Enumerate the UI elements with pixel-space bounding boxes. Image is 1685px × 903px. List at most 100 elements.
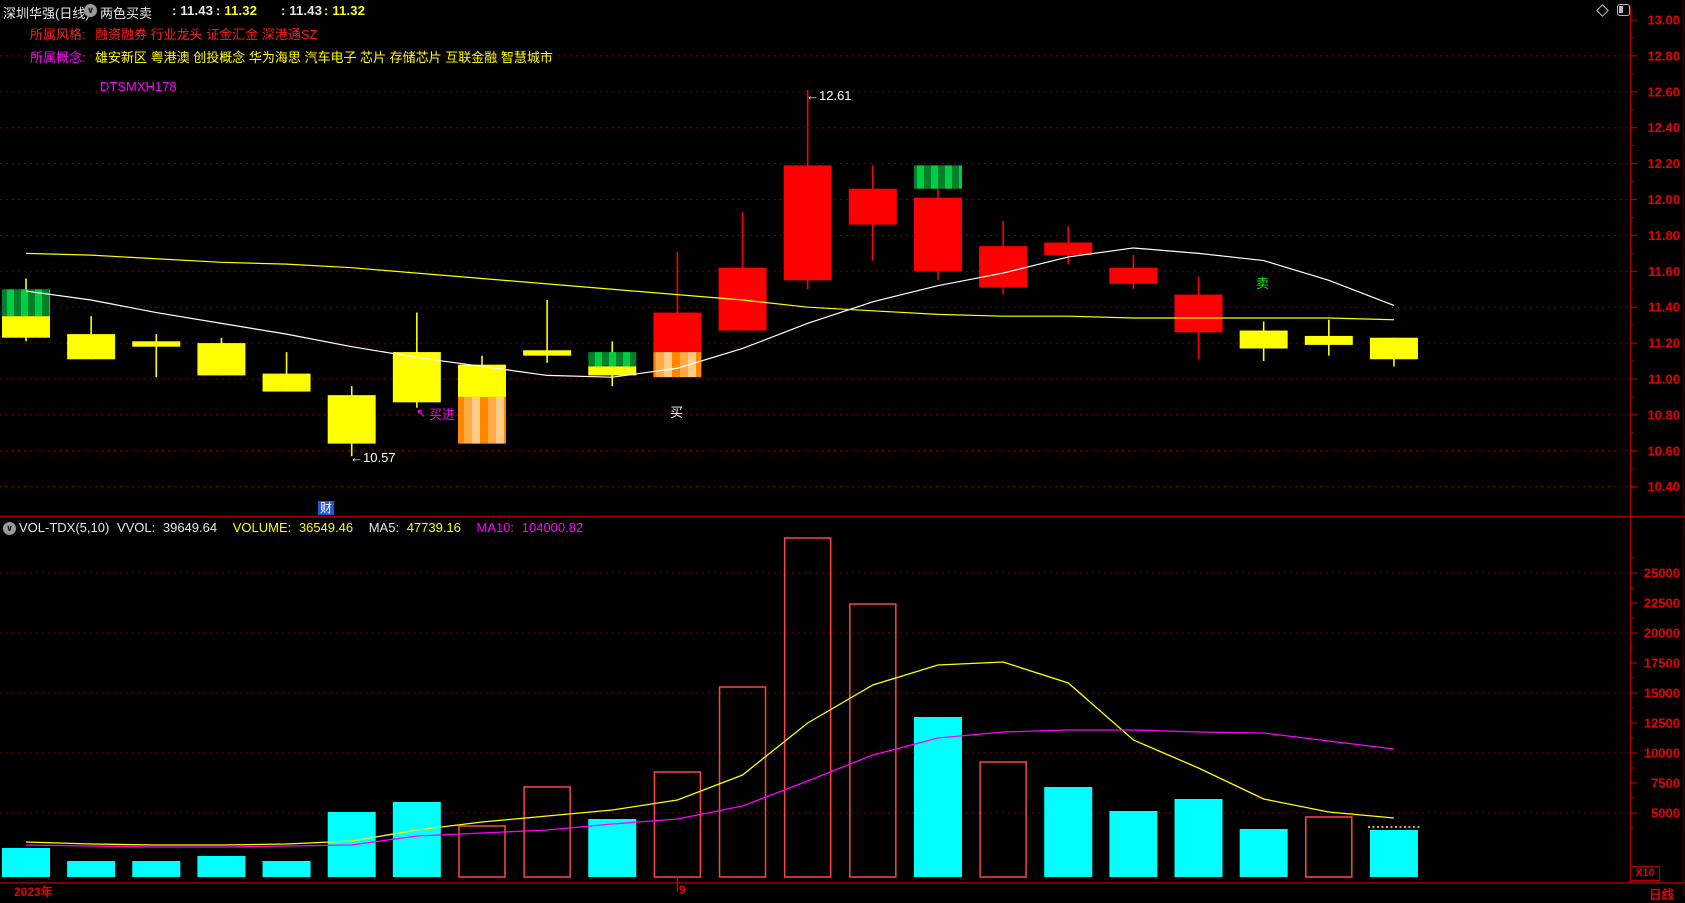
volume-bar-filled[interactable] <box>67 861 116 877</box>
volume-axis-label: 7500 <box>1651 776 1680 791</box>
price-axis-label: 12.00 <box>1647 192 1680 207</box>
price-axis-label: 10.60 <box>1647 443 1680 458</box>
volume-bar-filled[interactable] <box>1174 798 1223 877</box>
concept-category-label: 所属概念: <box>30 50 86 65</box>
window-pane-icon-fill <box>1619 6 1623 13</box>
volume-bar-filled[interactable] <box>392 801 441 877</box>
volume-multiplier-badge: X10 <box>1630 866 1660 881</box>
candle-body[interactable] <box>588 366 637 376</box>
candle-body[interactable] <box>1109 267 1158 284</box>
candle-body[interactable] <box>848 188 897 225</box>
price-axis-label: 13.00 <box>1647 13 1680 28</box>
candle-body[interactable] <box>1239 330 1288 349</box>
vol-ma10-magenta <box>25 729 1395 848</box>
candle-body[interactable] <box>392 352 441 403</box>
price-axis-label: 11.40 <box>1648 300 1680 315</box>
candle-body[interactable] <box>1369 337 1418 360</box>
volume-indicator-name[interactable]: VOL-TDX(5,10) <box>19 520 110 535</box>
candle-body[interactable] <box>653 352 702 378</box>
chevron-down-circle-icon-volume[interactable]: ∨ <box>3 522 16 535</box>
volume-indicator-header: VOL-TDX(5,10) VVOL: 39649.64 VOLUME: 365… <box>19 520 587 535</box>
window-pane-icon[interactable] <box>1617 4 1630 16</box>
price-axis-label: 11.60 <box>1648 264 1680 279</box>
style-category-items[interactable]: 融资融券 行业龙头 证金汇金 深港通SZ <box>95 27 318 42</box>
x-axis-month-label: 9 <box>679 883 686 897</box>
volume-bar-filled[interactable] <box>197 855 246 877</box>
volume-bar-filled[interactable] <box>1044 786 1093 877</box>
vvol-label: VVOL: <box>116 520 156 535</box>
candle-body[interactable] <box>523 350 572 356</box>
vol-ma5-yellow <box>25 661 1394 846</box>
candle-body[interactable] <box>653 312 702 353</box>
volume-axis-label: 15000 <box>1644 686 1680 701</box>
low-price-label: ←10.57 <box>350 450 396 465</box>
candle-body[interactable] <box>588 352 637 367</box>
period-selector[interactable]: 日线 <box>1649 888 1675 902</box>
volume-axis-label: 17500 <box>1644 656 1680 671</box>
candle-body[interactable] <box>783 165 832 281</box>
price-axis-label: 12.80 <box>1647 48 1680 63</box>
candle-body[interactable] <box>262 373 311 392</box>
candle-body[interactable] <box>457 396 506 444</box>
volume-pane[interactable]: 25000 22500 20000 17500 15000 12500 10000 7500 5… <box>0 537 1680 891</box>
candle-body[interactable] <box>327 395 376 444</box>
volume-bar-filled[interactable] <box>2 848 50 877</box>
volume-bar-hollow[interactable] <box>1305 816 1353 878</box>
volume-bar-hollow[interactable] <box>783 537 832 878</box>
buy-arrow: ↖ <box>416 406 426 420</box>
price-axis-label: 11.20 <box>1648 336 1680 351</box>
ma5-value: 47739.16 <box>406 520 461 535</box>
main-candlestick-pane[interactable]: 13.00 12.80 12.60 12.40 12.20 12.00 11.80 11.60… <box>0 13 1680 495</box>
ma5-label: MA5: <box>368 520 400 535</box>
candle-body[interactable] <box>913 197 962 272</box>
volume-value: 36549.46 <box>298 520 354 535</box>
price-axis-label: 10.80 <box>1647 407 1680 422</box>
chevron-down-circle-icon[interactable]: ∨ <box>84 4 97 17</box>
candle-body[interactable] <box>132 341 181 347</box>
quote-value-3: : 11.43 <box>281 3 323 18</box>
candle-body[interactable] <box>2 316 50 338</box>
candle-body[interactable] <box>913 165 962 189</box>
candle-body[interactable] <box>979 246 1028 288</box>
volume-bar-filled[interactable] <box>588 819 637 877</box>
candle-body[interactable] <box>1174 294 1223 333</box>
style-category-label: 所属风格: <box>30 27 86 42</box>
volume-bar-hollow[interactable] <box>718 686 767 878</box>
volume-bar-filled[interactable] <box>1109 810 1158 877</box>
candle-body[interactable] <box>197 343 246 376</box>
volume-bar-hollow[interactable] <box>458 825 506 878</box>
volume-bar-hollow[interactable] <box>523 786 571 878</box>
vvol-value: 39649.64 <box>162 520 218 535</box>
volume-bar-filled[interactable] <box>1239 828 1288 877</box>
candle-body[interactable] <box>1304 335 1353 345</box>
price-axis-label: 11.80 <box>1648 228 1680 243</box>
candle-body[interactable] <box>1044 242 1093 256</box>
candle-body[interactable] <box>67 334 116 360</box>
volume-axis-label: 25000 <box>1644 566 1680 581</box>
volume-bar-filled[interactable] <box>132 861 181 877</box>
volume-axis-label: 5000 <box>1651 806 1680 821</box>
finance-news-badge[interactable]: 财 <box>318 501 335 515</box>
concept-category-items[interactable]: 雄安新区 粤港澳 创投概念 华为海思 汽车电子 芯片 存储芯片 互联金融 智慧城… <box>95 50 553 65</box>
price-axis-label: 12.20 <box>1647 156 1680 171</box>
quote-value-1: : 11.43 <box>172 3 214 18</box>
x-axis-year-label[interactable]: 2023年 <box>14 885 53 899</box>
volume-bar-hollow[interactable] <box>653 771 702 878</box>
quote-value-2: : 11.32 <box>216 3 258 18</box>
volume-bar-hollow[interactable] <box>849 603 897 878</box>
volume-bar-filled[interactable] <box>1369 830 1418 877</box>
ma10-value: 104000.82 <box>521 520 584 535</box>
volume-bar-hollow[interactable] <box>979 761 1027 878</box>
volume-bar-filled[interactable] <box>913 717 962 877</box>
volume-bar-filled[interactable] <box>262 861 311 877</box>
candle-body[interactable] <box>457 364 506 397</box>
buy-signal-label: 买进 <box>429 407 455 422</box>
indicator-code: DTSMXH178 <box>100 79 177 94</box>
quote-value-4: : 11.32 <box>324 3 366 18</box>
indicator-name[interactable]: 两色买卖 <box>100 6 153 21</box>
buy-signal-label-2: 买 <box>670 405 683 420</box>
volume-axis-label: 22500 <box>1644 596 1680 611</box>
